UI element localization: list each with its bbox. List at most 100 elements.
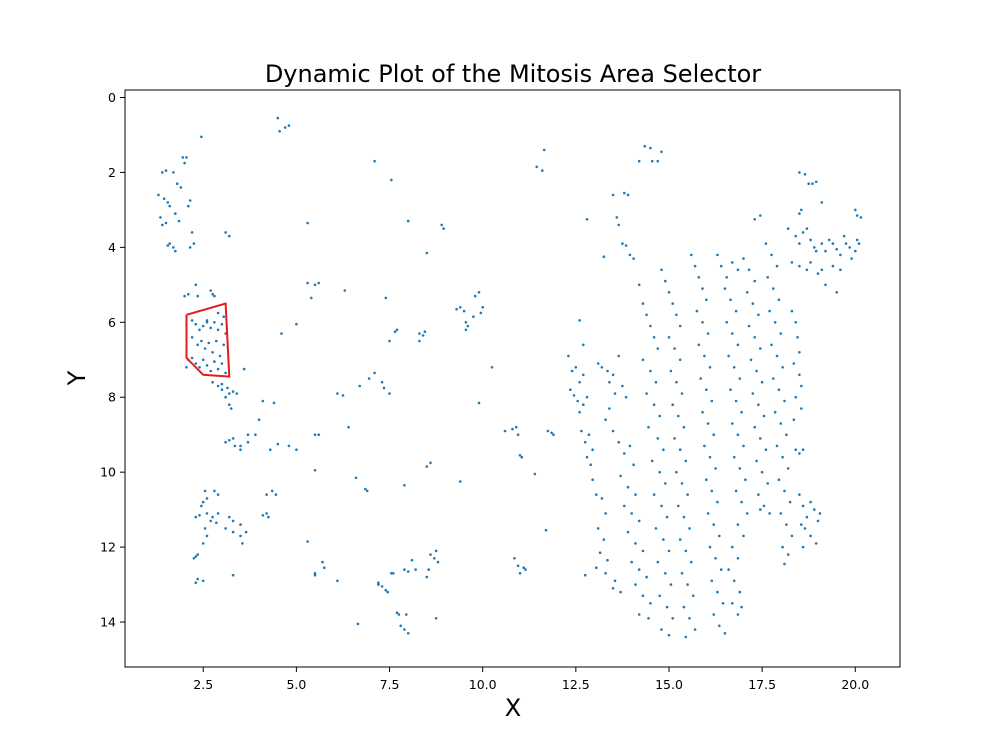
data-point — [595, 566, 598, 569]
data-point — [630, 560, 633, 564]
x-tick-label: 7.5 — [380, 677, 400, 692]
data-point — [516, 433, 520, 437]
data-point — [813, 246, 816, 249]
data-point — [205, 321, 209, 324]
data-point — [585, 395, 589, 399]
data-point — [786, 467, 790, 470]
data-point — [226, 386, 229, 390]
data-point — [216, 493, 220, 496]
data-point — [731, 602, 734, 605]
data-point — [656, 159, 660, 163]
x-tick-label: 2.5 — [193, 677, 213, 692]
data-point — [798, 373, 801, 377]
data-point — [751, 302, 755, 305]
data-point — [518, 454, 522, 457]
data-point — [466, 324, 470, 328]
data-point — [185, 366, 188, 369]
data-point — [388, 339, 391, 343]
data-point — [814, 180, 818, 184]
data-point — [211, 351, 214, 354]
data-point — [395, 328, 399, 332]
data-point — [652, 336, 656, 339]
data-point — [624, 395, 628, 399]
data-point — [684, 459, 688, 463]
data-point — [723, 632, 727, 635]
data-point — [220, 388, 224, 392]
data-point — [760, 380, 764, 384]
data-point — [757, 403, 760, 407]
data-point — [699, 377, 702, 380]
data-point — [272, 401, 276, 405]
data-point — [641, 594, 645, 598]
y-tick-label: 6 — [108, 315, 116, 330]
data-point — [691, 594, 695, 598]
data-point — [425, 575, 429, 579]
data-point — [164, 169, 168, 172]
data-point — [602, 538, 606, 541]
data-point — [693, 628, 697, 631]
data-point — [678, 448, 682, 452]
data-point — [384, 296, 388, 300]
data-point — [436, 560, 440, 564]
data-point — [690, 560, 693, 564]
data-point — [762, 414, 766, 418]
data-point — [773, 410, 777, 414]
data-point — [747, 324, 751, 328]
data-point — [656, 437, 660, 440]
data-point — [287, 444, 291, 448]
data-point — [231, 519, 235, 523]
data-point — [664, 279, 667, 283]
data-point — [803, 173, 807, 176]
data-point — [166, 244, 170, 247]
data-point — [591, 448, 594, 452]
data-point — [364, 487, 367, 491]
data-point — [764, 448, 768, 452]
data-point — [380, 585, 384, 588]
data-point — [228, 392, 231, 395]
data-point — [816, 519, 820, 523]
data-point — [200, 504, 203, 508]
data-point — [652, 493, 656, 496]
data-point — [386, 590, 390, 594]
data-point — [306, 281, 309, 285]
data-point — [192, 557, 196, 560]
selection-polygon[interactable] — [185, 302, 231, 378]
data-point — [731, 422, 734, 425]
data-point — [265, 493, 268, 496]
data-point — [239, 534, 242, 538]
data-point — [211, 515, 214, 519]
data-point — [267, 515, 270, 519]
data-point — [365, 489, 369, 493]
data-point — [695, 309, 699, 313]
data-point — [820, 268, 824, 272]
data-point — [287, 124, 291, 127]
data-point — [753, 425, 756, 429]
data-point — [805, 227, 809, 230]
data-point — [759, 347, 762, 350]
data-point — [755, 459, 758, 463]
data-point — [583, 440, 587, 444]
data-point — [809, 534, 812, 538]
data-point — [459, 480, 462, 483]
data-point — [313, 433, 317, 437]
data-point — [712, 523, 715, 526]
data-point — [306, 221, 309, 225]
data-point — [224, 371, 227, 375]
data-point — [224, 440, 227, 444]
data-point — [800, 384, 803, 388]
data-point — [578, 319, 581, 322]
data-point — [623, 452, 626, 455]
data-point — [725, 321, 728, 324]
data-point — [246, 440, 250, 444]
data-point — [637, 568, 641, 571]
data-point — [783, 489, 786, 493]
data-point — [660, 504, 663, 508]
data-point — [514, 425, 518, 429]
data-point — [751, 392, 755, 395]
data-point — [347, 425, 350, 429]
data-point — [736, 613, 740, 616]
data-point — [425, 251, 429, 255]
data-point — [403, 628, 406, 631]
data-point — [201, 579, 205, 583]
data-point — [753, 336, 756, 339]
